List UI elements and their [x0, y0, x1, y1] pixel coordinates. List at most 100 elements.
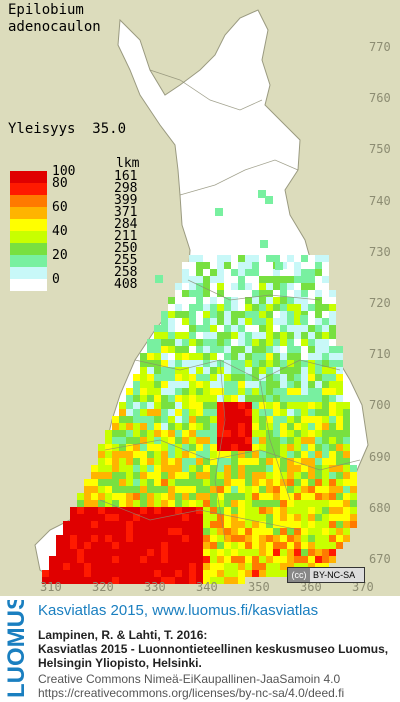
heat-cell — [301, 437, 308, 444]
heat-cell — [161, 486, 168, 493]
heat-cell — [119, 570, 126, 577]
heat-cell — [252, 437, 259, 444]
heat-cell — [196, 374, 203, 381]
heat-cell — [168, 514, 175, 521]
heat-cell — [161, 353, 168, 360]
heat-cell — [224, 402, 231, 409]
heat-cell — [217, 430, 224, 437]
heat-cell — [231, 360, 238, 367]
heat-cell — [147, 416, 154, 423]
heat-cell — [105, 577, 112, 584]
heat-cell — [70, 507, 77, 514]
heat-cell — [98, 542, 105, 549]
heat-cell — [203, 346, 210, 353]
heat-cell — [308, 255, 315, 262]
heat-cell — [140, 388, 147, 395]
heat-cell — [224, 486, 231, 493]
heat-cell — [301, 332, 308, 339]
heat-cell — [154, 521, 161, 528]
heat-cell — [133, 563, 140, 570]
heat-cell — [343, 514, 350, 521]
heat-cell — [266, 367, 273, 374]
heat-cell — [315, 409, 322, 416]
heat-cell — [84, 493, 91, 500]
heat-cell — [112, 514, 119, 521]
heat-cell — [196, 570, 203, 577]
legend-swatch — [10, 171, 47, 183]
heat-cell — [343, 451, 350, 458]
heat-cell — [119, 437, 126, 444]
heat-cell — [140, 528, 147, 535]
heat-cell — [154, 374, 161, 381]
cc-badge[interactable]: (cc) BY-NC-SA — [287, 567, 365, 583]
heat-cell — [322, 269, 329, 276]
heat-cell — [210, 311, 217, 318]
heat-cell — [105, 563, 112, 570]
heat-cell — [98, 507, 105, 514]
atlas-link[interactable]: Kasviatlas 2015, www.luomus.fi/kasviatla… — [38, 602, 319, 619]
heat-cell — [301, 458, 308, 465]
heat-cell — [287, 444, 294, 451]
heat-cell — [189, 437, 196, 444]
heat-cell — [294, 465, 301, 472]
heat-cell — [273, 381, 280, 388]
heat-cell — [217, 311, 224, 318]
heat-cell — [308, 556, 315, 563]
heat-cell — [217, 465, 224, 472]
heat-cell — [210, 514, 217, 521]
heat-cell — [203, 542, 210, 549]
heat-cell — [133, 549, 140, 556]
heat-cell — [273, 409, 280, 416]
heat-cell — [133, 472, 140, 479]
heat-cell — [91, 535, 98, 542]
heat-cell — [273, 549, 280, 556]
heat-cell — [294, 332, 301, 339]
heat-cell — [315, 444, 322, 451]
heat-cell — [154, 514, 161, 521]
heat-cell — [308, 521, 315, 528]
heat-cell — [175, 542, 182, 549]
heat-cell — [315, 472, 322, 479]
heat-cell — [210, 346, 217, 353]
heat-cell — [203, 514, 210, 521]
heat-cell — [329, 451, 336, 458]
heat-cell — [91, 507, 98, 514]
heat-cell — [287, 318, 294, 325]
heat-cell — [133, 402, 140, 409]
heat-cell — [336, 367, 343, 374]
heat-cell — [252, 521, 259, 528]
heat-cell — [203, 318, 210, 325]
heat-cell — [161, 514, 168, 521]
heat-cell — [182, 367, 189, 374]
heat-cell — [259, 269, 266, 276]
heat-cell — [350, 479, 357, 486]
heat-cell — [210, 423, 217, 430]
heat-cell — [245, 423, 252, 430]
heat-cell — [287, 367, 294, 374]
heat-cell — [259, 395, 266, 402]
heat-cell — [105, 430, 112, 437]
heat-cell — [203, 374, 210, 381]
heat-cell — [266, 528, 273, 535]
heat-cell — [301, 269, 308, 276]
heat-cell — [112, 479, 119, 486]
heat-cell — [217, 577, 224, 584]
heat-cell — [161, 458, 168, 465]
citation-title: Kasviatlas 2015 - Luonnontieteellinen ke… — [38, 642, 389, 656]
legend-swatch — [10, 219, 47, 231]
heat-cell — [189, 486, 196, 493]
heat-cell — [252, 339, 259, 346]
heat-cell — [238, 542, 245, 549]
heat-cell — [245, 318, 252, 325]
license-url[interactable]: https://creativecommons.org/licenses/by-… — [38, 686, 345, 700]
heat-cell — [301, 500, 308, 507]
heat-cell — [210, 521, 217, 528]
heat-cell — [203, 437, 210, 444]
heat-cell — [189, 465, 196, 472]
heat-cell — [315, 500, 322, 507]
heat-cell — [168, 479, 175, 486]
heat-cell — [231, 535, 238, 542]
heat-cell — [238, 514, 245, 521]
heat-cell — [259, 500, 266, 507]
heat-cell — [126, 563, 133, 570]
